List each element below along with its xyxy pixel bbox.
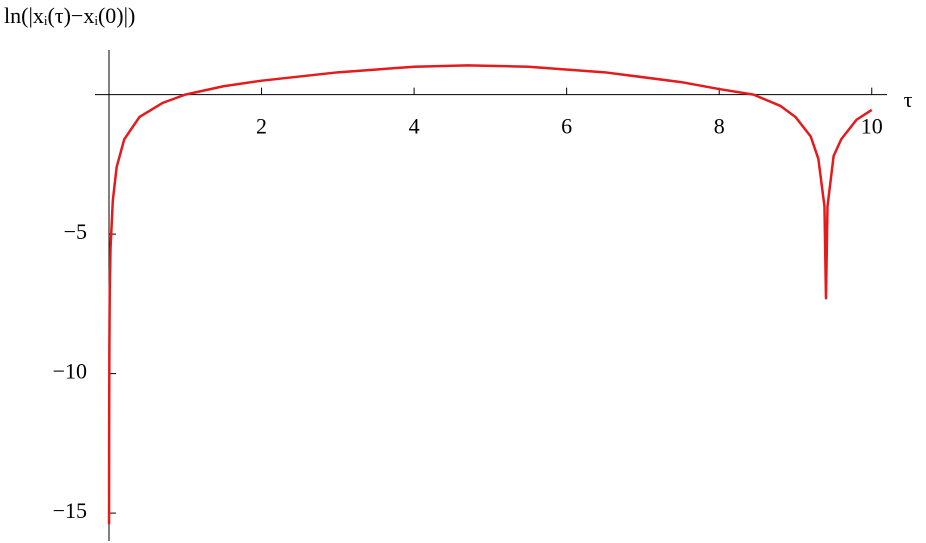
x-tick-label: 8 <box>714 114 725 139</box>
y-tick-label: −5 <box>64 219 87 244</box>
data-line <box>107 64 873 525</box>
x-tick-label: 2 <box>256 114 267 139</box>
x-tick-label: 4 <box>409 114 420 139</box>
y-axis-label: ln(|xᵢ(τ)−xᵢ(0)|) <box>4 3 135 28</box>
y-tick-label: −10 <box>53 359 87 384</box>
y-tick-label: −15 <box>53 498 87 523</box>
x-tick-label: 10 <box>861 114 883 139</box>
x-tick-label: 6 <box>561 114 572 139</box>
x-axis-label: τ <box>904 87 913 112</box>
